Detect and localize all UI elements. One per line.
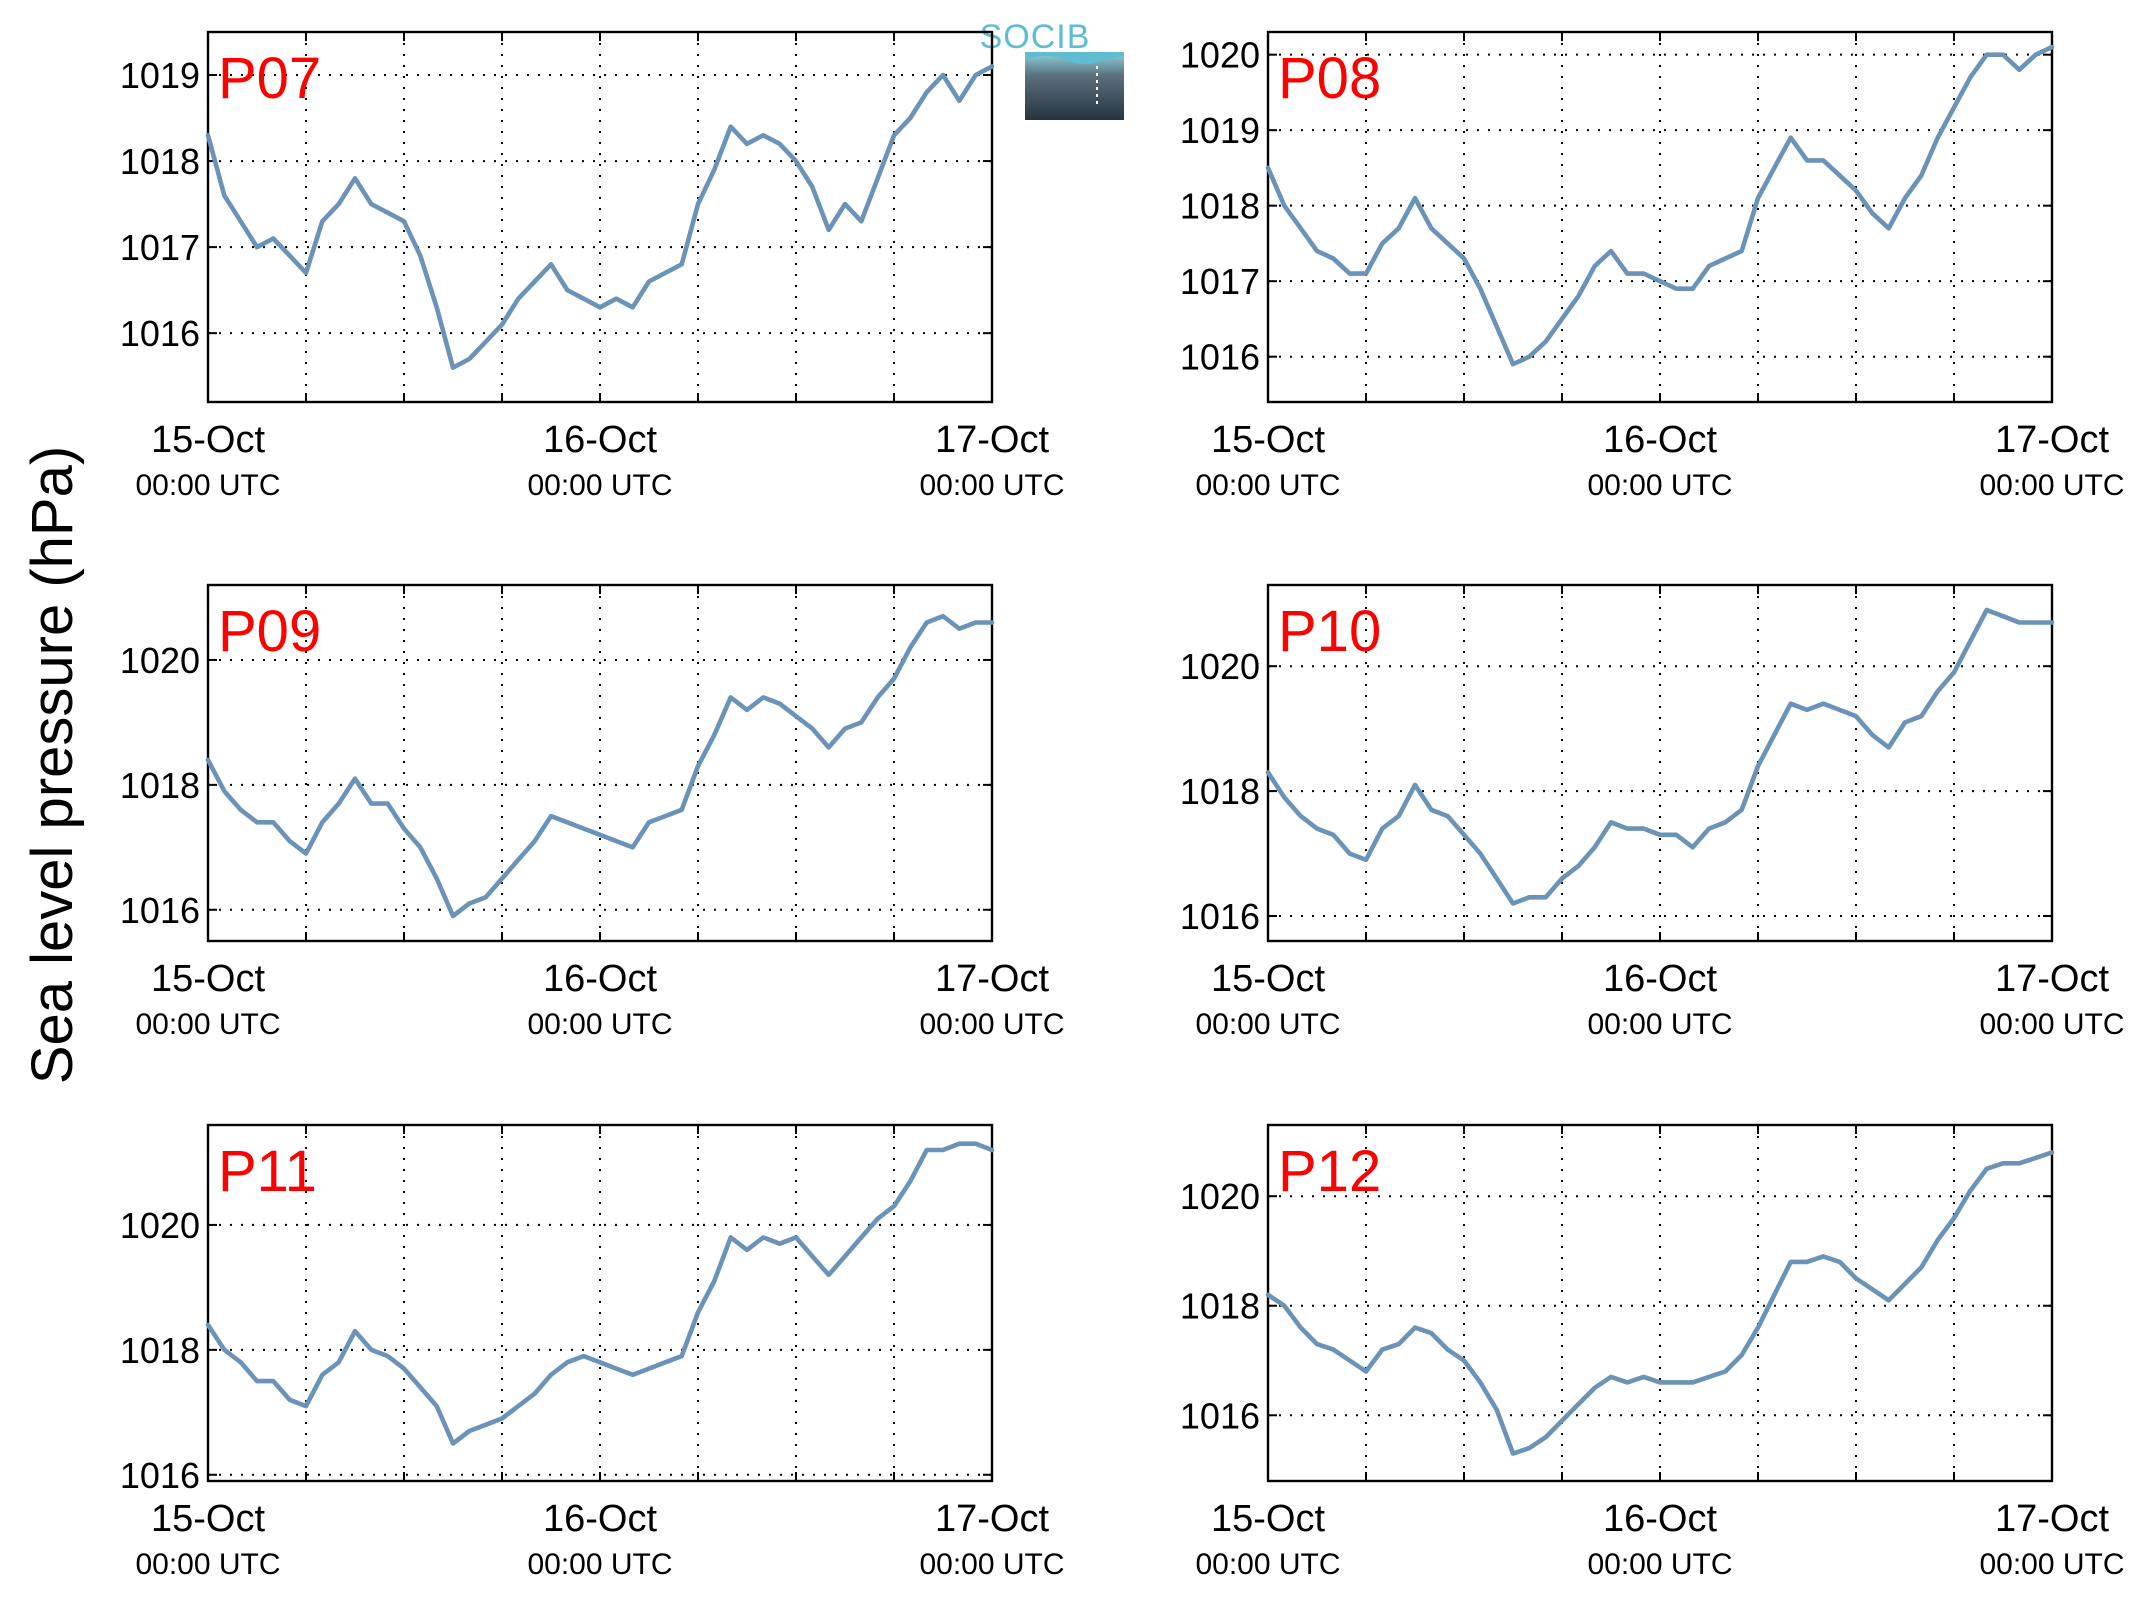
x-tick-label: 16-Oct <box>1603 958 1717 1000</box>
y-tick-label: 1018 <box>1180 1286 1260 1327</box>
x-tick-label: 17-Oct <box>935 1498 1049 1540</box>
x-tick-label: 17-Oct <box>935 419 1049 461</box>
panel-p07: 1016 1017 1018 1019 15-Oct 00:00 UTC 16-Oct 00:… <box>120 30 1065 502</box>
y-tick-label: 1020 <box>120 640 200 681</box>
series-line <box>1265 1150 2055 1456</box>
x-tick-sublabel: 00:00 UTC <box>1587 1008 1732 1041</box>
panel-p08: 1016 1017 1018 1019 1020 15-Oct 00:00 UTC 16-Oc… <box>1180 30 2125 502</box>
x-tick-sublabel: 00:00 UTC <box>919 469 1064 502</box>
y-tick-label: 1018 <box>120 765 200 806</box>
y-tick-label: 1020 <box>1180 646 1260 687</box>
panels: 1016 1017 1018 1019 15-Oct 00:00 UTC 16-Oct 00:… <box>120 30 2125 1581</box>
panel-p11: 1016 1018 1020 15-Oct 00:00 UTC 16-Oct 00:00 U… <box>120 1123 1065 1581</box>
y-tick-label: 1018 <box>1180 771 1260 812</box>
y-tick-label: 1016 <box>120 313 200 354</box>
x-tick-sublabel: 00:00 UTC <box>919 1008 1064 1041</box>
y-tick-label: 1020 <box>1180 1176 1260 1217</box>
panel-tag: P09 <box>218 599 321 664</box>
y-tick-label: 1018 <box>1180 186 1260 227</box>
y-tick-label: 1016 <box>1180 1395 1260 1436</box>
x-tick-label: 15-Oct <box>151 1498 265 1540</box>
y-tick-label: 1017 <box>120 227 200 268</box>
x-tick-sublabel: 00:00 UTC <box>527 1008 672 1041</box>
x-tick-sublabel: 00:00 UTC <box>1195 1548 1340 1581</box>
x-tick-label: 17-Oct <box>1995 419 2109 461</box>
y-tick-label: 1018 <box>120 141 200 182</box>
x-tick-label: 15-Oct <box>1211 419 1325 461</box>
x-tick-sublabel: 00:00 UTC <box>135 469 280 502</box>
y-tick-label: 1016 <box>120 890 200 931</box>
y-tick-label: 1019 <box>1180 110 1260 151</box>
y-tick-label: 1017 <box>1180 261 1260 302</box>
x-tick-label: 15-Oct <box>151 958 265 1000</box>
x-tick-label: 17-Oct <box>935 958 1049 1000</box>
x-tick-label: 17-Oct <box>1995 958 2109 1000</box>
x-tick-sublabel: 00:00 UTC <box>919 1548 1064 1581</box>
series-line <box>205 613 995 919</box>
panel-tag: P07 <box>218 46 321 111</box>
panel-p12: 1016 1018 1020 15-Oct 00:00 UTC 16-Oct 00:00 U… <box>1180 1123 2125 1581</box>
y-tick-label: 1020 <box>1180 35 1260 76</box>
socib-logo: SOCIB <box>980 18 1124 120</box>
panel-tag: P11 <box>218 1139 317 1204</box>
x-tick-sublabel: 00:00 UTC <box>135 1008 280 1041</box>
x-tick-label: 16-Oct <box>1603 419 1717 461</box>
x-tick-label: 15-Oct <box>1211 1498 1325 1540</box>
x-tick-sublabel: 00:00 UTC <box>1587 1548 1732 1581</box>
series-line <box>1265 44 2055 367</box>
series-line <box>205 1141 995 1446</box>
x-tick-sublabel: 00:00 UTC <box>1979 1548 2124 1581</box>
x-tick-label: 17-Oct <box>1995 1498 2109 1540</box>
panel-tag: P08 <box>1278 46 1381 111</box>
x-tick-label: 16-Oct <box>543 958 657 1000</box>
series-line <box>1265 607 2055 906</box>
panel-p10: 1016 1018 1020 15-Oct 00:00 UTC 16-Oct 00:00 U… <box>1180 583 2125 1041</box>
x-tick-sublabel: 00:00 UTC <box>1587 469 1732 502</box>
x-tick-sublabel: 00:00 UTC <box>1979 1008 2124 1041</box>
x-tick-sublabel: 00:00 UTC <box>135 1548 280 1581</box>
x-tick-label: 15-Oct <box>1211 958 1325 1000</box>
x-tick-sublabel: 00:00 UTC <box>1979 469 2124 502</box>
x-tick-label: 16-Oct <box>543 419 657 461</box>
y-tick-label: 1016 <box>1180 896 1260 937</box>
x-tick-sublabel: 00:00 UTC <box>1195 1008 1340 1041</box>
y-axis-label: Sea level pressure (hPa) <box>20 446 85 1084</box>
panel-tag: P12 <box>1278 1139 1381 1204</box>
panel-p09: 1016 1018 1020 15-Oct 00:00 UTC 16-Oct 00:00 U… <box>120 583 1065 1041</box>
y-tick-label: 1016 <box>120 1455 200 1496</box>
y-tick-label: 1019 <box>120 55 200 96</box>
series-line <box>205 64 995 370</box>
x-tick-label: 16-Oct <box>543 1498 657 1540</box>
logo-block <box>1025 52 1124 120</box>
x-tick-sublabel: 00:00 UTC <box>527 1548 672 1581</box>
logo-text: SOCIB <box>980 18 1091 56</box>
x-tick-sublabel: 00:00 UTC <box>527 469 672 502</box>
y-tick-label: 1020 <box>120 1205 200 1246</box>
y-tick-label: 1016 <box>1180 337 1260 378</box>
panel-tag: P10 <box>1278 599 1381 664</box>
x-tick-label: 15-Oct <box>151 419 265 461</box>
x-tick-sublabel: 00:00 UTC <box>1195 469 1340 502</box>
x-tick-label: 16-Oct <box>1603 1498 1717 1540</box>
y-tick-label: 1018 <box>120 1330 200 1371</box>
